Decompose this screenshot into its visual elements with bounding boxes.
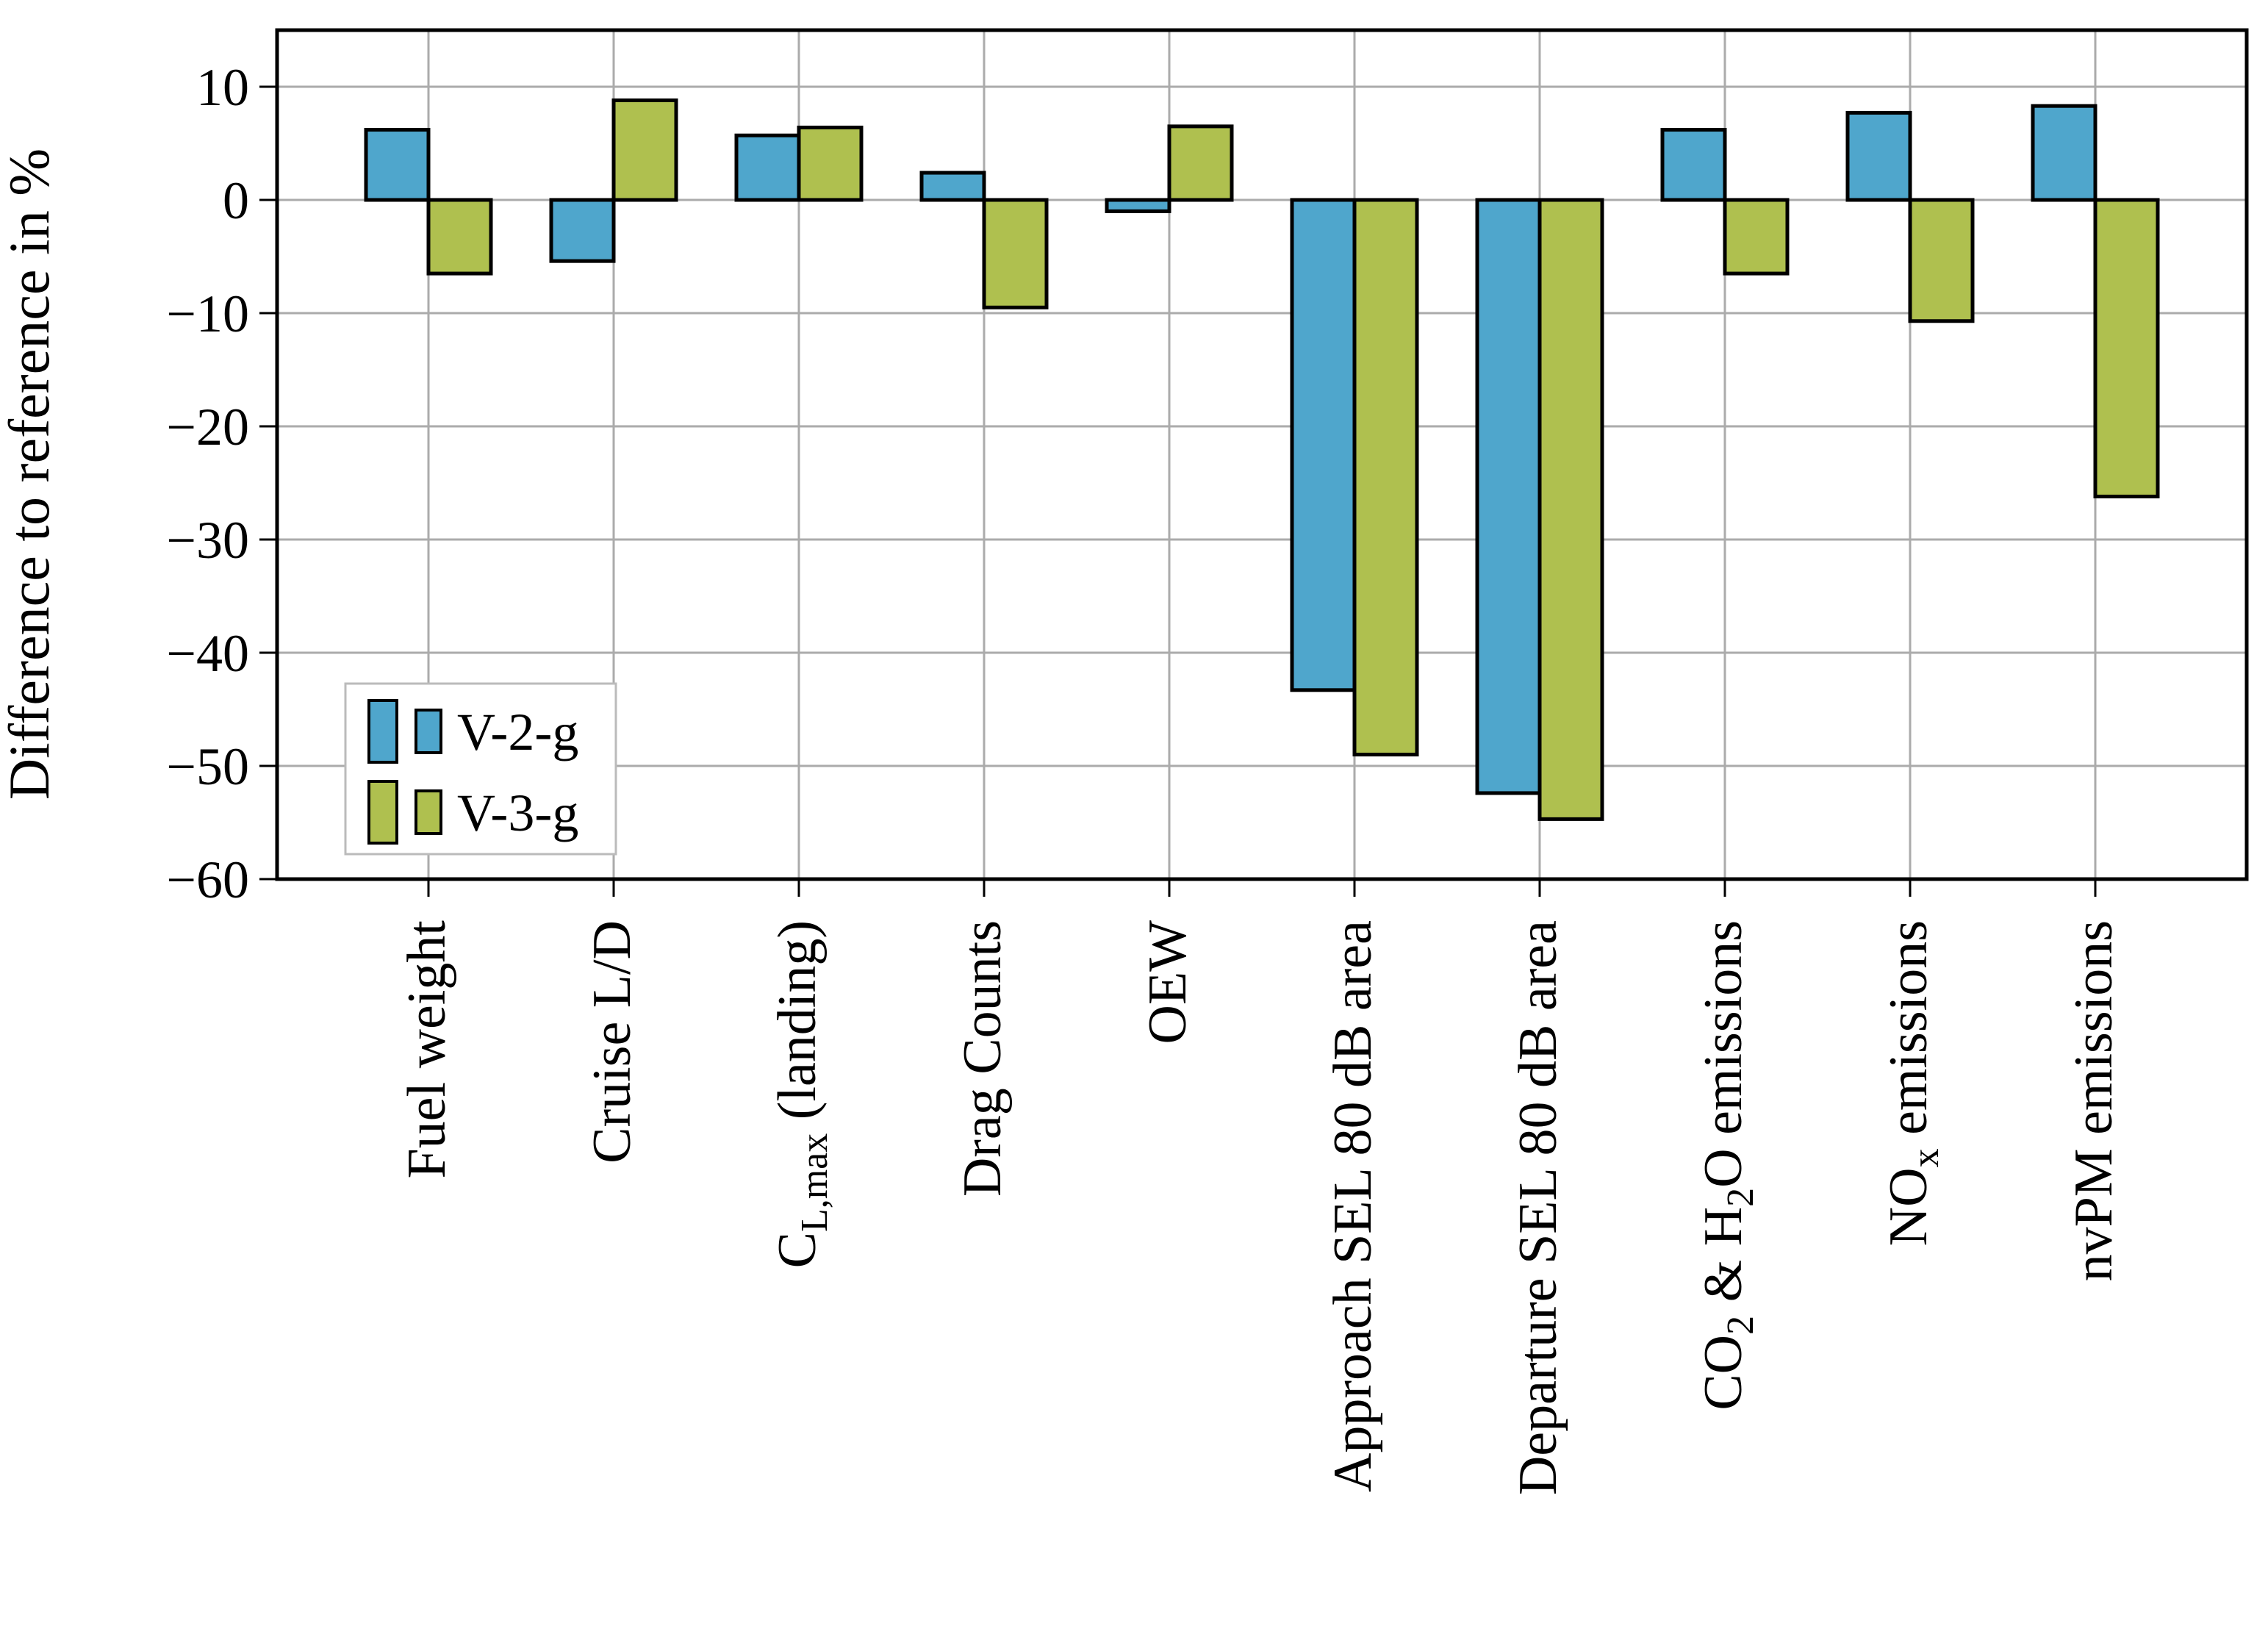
label-layer: 10 0 −10 −20 −30 −40 −50 −60 Fuel weight Cruise L… — [166, 58, 2124, 1495]
x-category-label: Fuel weight — [397, 920, 457, 1179]
y-axis-label: Difference to reference in % — [0, 148, 61, 800]
legend-label-v3g: V-3-g — [457, 784, 578, 842]
x-category-label: Drag Counts — [952, 920, 1013, 1197]
bar-v-2-g — [2031, 104, 2097, 202]
x-category-label: CO2 & H2O emissions — [1693, 920, 1762, 1411]
bar-v-3-g — [2093, 198, 2160, 498]
legend-swatch-tall-v2g — [367, 699, 398, 764]
legend-entry-v2g: V-2-g — [367, 699, 578, 764]
x-category-label: Approach SEL 80 dB area — [1323, 920, 1383, 1492]
y-tick-label: 0 — [223, 171, 249, 230]
x-category-label: Departure SEL 80 dB area — [1508, 920, 1568, 1495]
bar-v-2-g — [1475, 198, 1542, 795]
y-tick-label: −20 — [166, 398, 249, 456]
x-category-label: CL,max (landing) — [767, 920, 836, 1268]
x-category-label: nvPM emissions — [2064, 920, 2124, 1281]
bar-v-3-g — [1908, 198, 1975, 323]
bar-v-3-g — [982, 198, 1049, 309]
bar-v-2-g — [734, 133, 801, 202]
y-tick-label: −30 — [166, 511, 249, 570]
bar-v-3-g — [1723, 198, 1790, 276]
bar-v-3-g — [797, 125, 864, 202]
x-category-label: Cruise L/D — [582, 920, 642, 1164]
y-tick-label: 10 — [196, 58, 249, 117]
bar-v-3-g — [426, 198, 493, 276]
legend-entry-v3g: V-3-g — [367, 780, 578, 845]
y-tick-label: −60 — [166, 850, 249, 909]
bar-v-2-g — [549, 198, 616, 263]
bar-v-2-g — [1660, 128, 1727, 202]
bar-v-2-g — [919, 171, 986, 202]
tick-layer — [259, 85, 2097, 897]
legend-label-v2g: V-2-g — [457, 703, 578, 762]
x-category-label: OEW — [1138, 920, 1198, 1044]
y-tick-label: −50 — [166, 737, 249, 796]
y-tick-label: −40 — [166, 624, 249, 683]
legend-swatch-tall-v3g — [367, 780, 398, 845]
spine-layer — [275, 28, 2249, 881]
bar-v-2-g — [364, 128, 431, 202]
y-tick-label: −10 — [166, 284, 249, 343]
bar-v-3-g — [611, 98, 678, 202]
legend-swatch-short-v2g — [415, 709, 442, 754]
bar-v-2-g — [1290, 198, 1357, 692]
x-category-label: NOx emissions — [1878, 920, 1947, 1246]
bar-v-3-g — [1167, 124, 1234, 202]
bar-layer — [364, 98, 2160, 821]
legend-swatch-short-v3g — [415, 789, 442, 835]
bar-v-3-g — [1537, 198, 1604, 821]
bar-v-2-g — [1845, 110, 1912, 202]
legend: V-2-g V-3-g — [344, 682, 617, 856]
bar-v-2-g — [1105, 198, 1171, 213]
axes-frame — [275, 28, 2249, 881]
bar-v-3-g — [1352, 198, 1419, 757]
